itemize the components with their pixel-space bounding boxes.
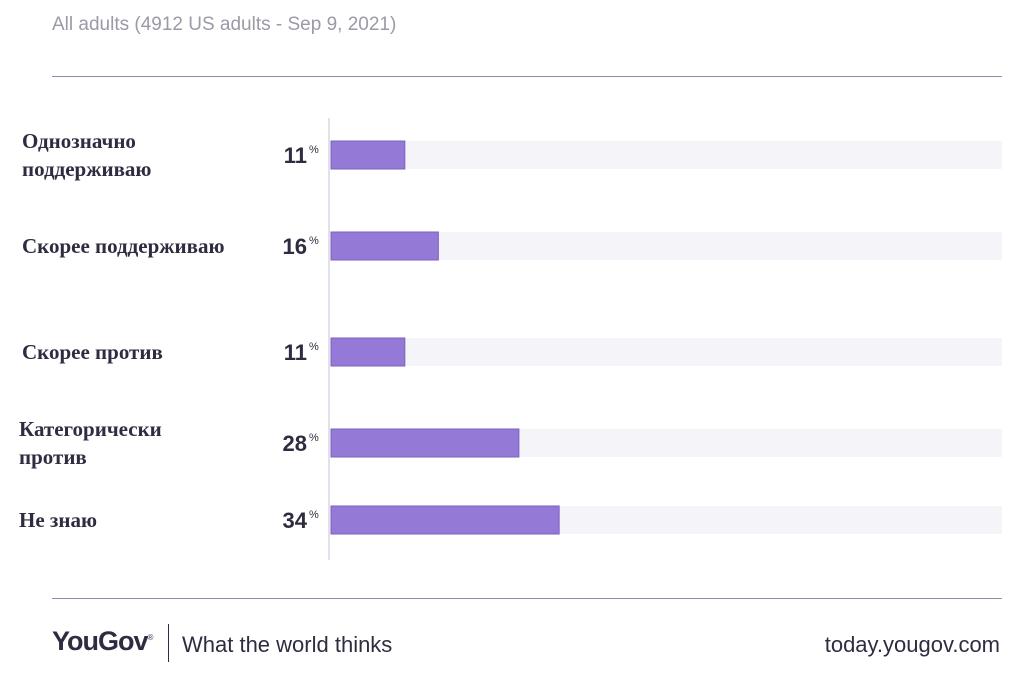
bar-track xyxy=(331,141,1002,169)
logo-registered-mark: ® xyxy=(147,633,154,642)
bar-value-unit: % xyxy=(309,432,319,444)
category-label: Скорее против xyxy=(22,340,163,364)
bar-value-unit: % xyxy=(309,144,319,156)
bar-value-unit: % xyxy=(309,235,319,247)
bar-chart: 11 % Однозначно поддерживаю 16 % Скорее поддер… xyxy=(19,118,1002,560)
bar-track xyxy=(331,232,1002,260)
bar xyxy=(330,505,560,535)
bottom-divider xyxy=(52,598,1002,599)
footer-divider xyxy=(168,624,169,662)
category-label: Скорее поддерживаю xyxy=(22,234,225,258)
category-label: Однозначно xyxy=(22,129,136,153)
bar xyxy=(330,140,406,170)
category-label: поддерживаю xyxy=(22,157,151,181)
bar-value-unit: % xyxy=(309,341,319,353)
bar-value-label: 28 xyxy=(283,431,307,456)
bar xyxy=(330,337,406,367)
bar-value-label: 11 xyxy=(284,143,307,168)
bar-value-label: 11 xyxy=(284,340,307,365)
bar xyxy=(330,428,520,458)
chart-subtitle: All adults (4912 US adults - Sep 9, 2021… xyxy=(52,14,397,35)
category-label: Не знаю xyxy=(19,508,97,532)
logo-text: YouGov xyxy=(52,626,149,656)
footer-tagline: What the world thinks xyxy=(182,632,393,657)
yougov-logo[interactable]: YouGov® xyxy=(52,626,154,657)
footer-url-link[interactable]: today.yougov.com xyxy=(824,632,1000,657)
category-label: Категорически xyxy=(19,417,162,441)
category-label: против xyxy=(19,445,87,469)
bar xyxy=(330,231,439,261)
top-divider xyxy=(52,76,1002,77)
bar-track xyxy=(331,338,1002,366)
bar-value-label: 34 xyxy=(283,508,308,533)
bar-value-label: 16 xyxy=(283,234,307,259)
bars-layer: 11 % Однозначно поддерживаю 16 % Скорее поддер… xyxy=(19,118,1002,560)
bar-value-unit: % xyxy=(309,509,319,521)
